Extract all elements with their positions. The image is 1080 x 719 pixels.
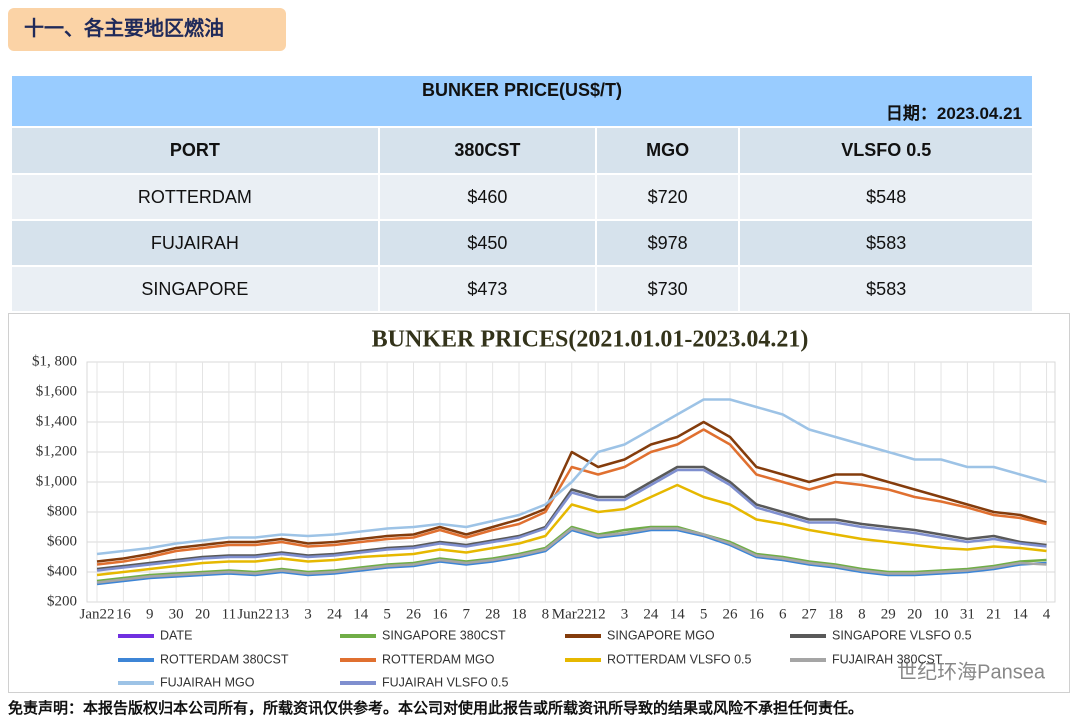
legend-label: ROTTERDAM MGO xyxy=(382,652,495,666)
series-line xyxy=(96,465,1047,571)
x-tick-label: 9 xyxy=(146,606,154,622)
table-cell: $583 xyxy=(739,220,1034,267)
x-tick-label: 5 xyxy=(383,606,391,622)
chart-title: BUNKER PRICES(2021.01.01-2023.04.21) xyxy=(372,327,809,353)
series-line xyxy=(96,420,1047,563)
x-tick-label: 13 xyxy=(274,606,289,622)
y-tick-label: $1,600 xyxy=(36,383,77,399)
series-line xyxy=(96,428,1047,566)
watermark: 世纪环海Pansea xyxy=(897,660,1046,683)
x-tick-label: 24 xyxy=(643,606,659,622)
x-tick-label: 4 xyxy=(1043,606,1051,622)
y-tick-label: $1,200 xyxy=(36,443,77,459)
table-cell: $450 xyxy=(378,220,597,267)
x-tick-label: 7 xyxy=(463,606,471,622)
table-cell: $730 xyxy=(595,266,741,313)
x-tick-label: 3 xyxy=(304,606,312,622)
table-cell: $473 xyxy=(378,266,597,313)
x-tick-label: 12 xyxy=(591,606,606,622)
x-tick-label: 5 xyxy=(700,606,708,622)
legend-label: SINGAPORE 380CST xyxy=(382,628,506,642)
x-tick-label: 14 xyxy=(353,606,369,622)
y-tick-label: $200 xyxy=(47,593,77,609)
series-line xyxy=(96,525,1047,583)
table-cell: $978 xyxy=(595,220,741,267)
column-header: PORT xyxy=(12,127,380,175)
chart-frame xyxy=(8,313,1070,693)
x-tick-label: 30 xyxy=(169,606,184,622)
x-tick-label: 10 xyxy=(934,606,949,622)
legend-label: FUJAIRAH 380CST xyxy=(832,652,943,666)
series-line xyxy=(96,483,1047,577)
header-row: PORT 380CST MGO VLSFO 0.5 xyxy=(12,127,1034,175)
x-tick-label: 28 xyxy=(485,606,500,622)
x-tick-label: 8 xyxy=(542,606,550,622)
legend-label: DATE xyxy=(160,628,192,642)
y-tick-label: $1, 800 xyxy=(32,353,77,369)
legend-label: FUJAIRAH VLSFO 0.5 xyxy=(382,675,508,689)
x-tick-label: 20 xyxy=(195,606,210,622)
x-tick-label: 27 xyxy=(802,606,818,622)
y-tick-label: $800 xyxy=(47,503,77,519)
table-row: FUJAIRAH $450 $978 $583 xyxy=(12,220,1034,267)
column-header: MGO xyxy=(595,127,741,175)
table-cell: $720 xyxy=(595,174,741,221)
y-tick-label: $400 xyxy=(47,563,77,579)
table-title: BUNKER PRICE(US$/T) xyxy=(421,80,622,100)
table-cell: $460 xyxy=(378,174,597,221)
x-tick-label: 14 xyxy=(670,606,686,622)
x-tick-label: 31 xyxy=(960,606,975,622)
x-tick-label: 20 xyxy=(907,606,922,622)
table-cell: $548 xyxy=(739,174,1034,221)
x-tick-label: 6 xyxy=(779,606,787,622)
legend-label: SINGAPORE MGO xyxy=(607,628,715,642)
x-tick-label: 16 xyxy=(749,606,765,622)
table-cell: FUJAIRAH xyxy=(12,220,380,267)
series-line xyxy=(96,468,1047,572)
x-tick-label: 16 xyxy=(116,606,132,622)
table-cell: ROTTERDAM xyxy=(12,174,380,221)
table-row: ROTTERDAM $460 $720 $548 xyxy=(12,174,1034,221)
legend-label: ROTTERDAM VLSFO 0.5 xyxy=(607,652,752,666)
x-tick-label: 14 xyxy=(1013,606,1029,622)
y-tick-label: $1,400 xyxy=(36,413,77,429)
table-cell: $583 xyxy=(739,266,1034,313)
legend-label: ROTTERDAM 380CST xyxy=(160,652,289,666)
x-tick-label: 24 xyxy=(327,606,343,622)
disclaimer: 免责声明：本报告版权归本公司所有，所载资讯仅供参考。本公司对使用此报告或所载资讯… xyxy=(8,701,864,717)
y-tick-label: $1,000 xyxy=(36,473,77,489)
price-table: BUNKER PRICE(US$/T) 日期：2023.04.21 PORT 38… xyxy=(12,76,1034,313)
column-header: VLSFO 0.5 xyxy=(739,127,1034,175)
x-tick-label: 3 xyxy=(621,606,629,622)
x-tick-label: 18 xyxy=(828,606,843,622)
x-tick-label: 11 xyxy=(222,606,236,622)
legend-label: SINGAPORE VLSFO 0.5 xyxy=(832,628,972,642)
table-row: SINGAPORE $473 $730 $583 xyxy=(12,266,1034,313)
section-badge: 十一、各主要地区燃油 xyxy=(8,8,286,51)
column-header: 380CST xyxy=(378,127,597,175)
x-tick-label: Jun22 xyxy=(237,606,273,622)
x-tick-label: 26 xyxy=(406,606,422,622)
legend-label: FUJAIRAH MGO xyxy=(160,675,255,689)
x-tick-label: Jan22 xyxy=(80,606,115,622)
table-title-cell: BUNKER PRICE(US$/T) 日期：2023.04.21 xyxy=(12,76,1034,128)
x-tick-label: 16 xyxy=(432,606,448,622)
x-tick-label: 18 xyxy=(512,606,527,622)
x-tick-label: 21 xyxy=(986,606,1001,622)
x-tick-label: 8 xyxy=(858,606,866,622)
series-line xyxy=(96,527,1047,584)
x-tick-label: 26 xyxy=(723,606,739,622)
table-cell: SINGAPORE xyxy=(12,266,380,313)
x-tick-label: Mar22 xyxy=(552,606,592,622)
x-tick-label: 29 xyxy=(881,606,896,622)
series-line xyxy=(96,398,1047,556)
table-date: 日期：2023.04.21 xyxy=(885,104,1022,123)
y-tick-label: $600 xyxy=(47,533,77,549)
